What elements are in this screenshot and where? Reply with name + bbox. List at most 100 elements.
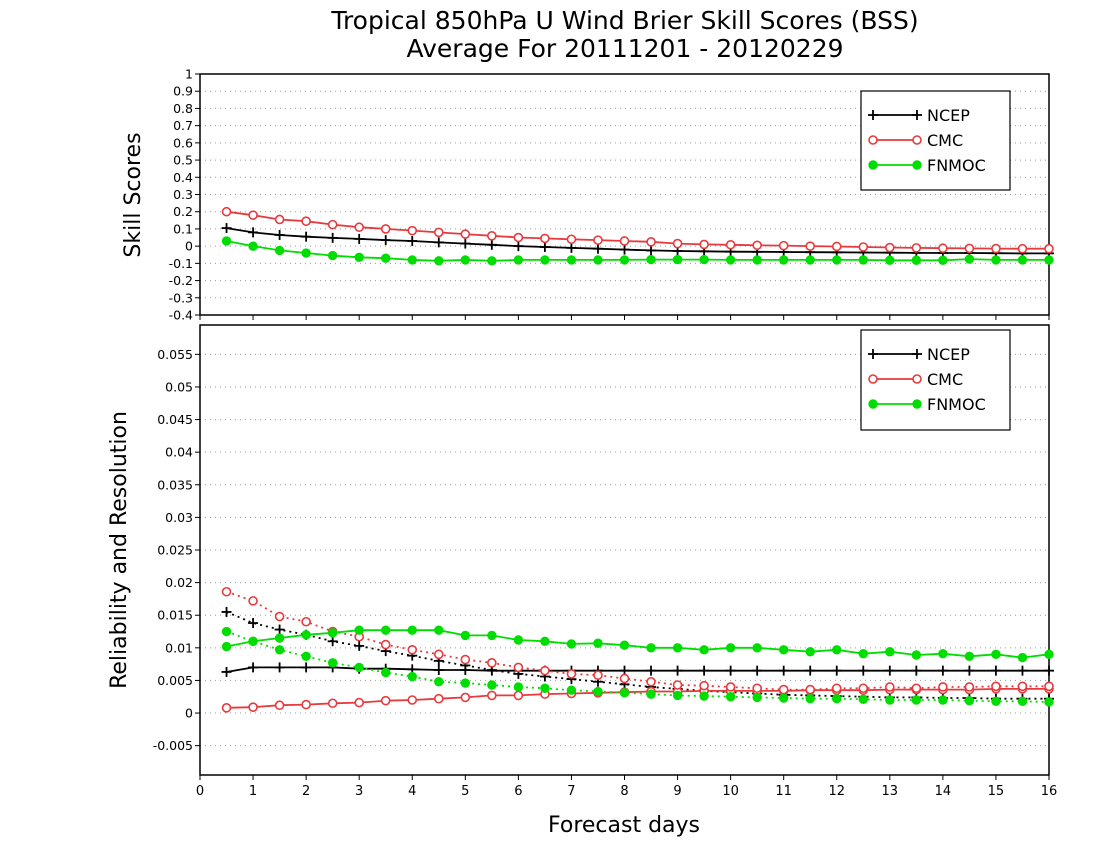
top-point-cmc <box>752 240 762 251</box>
bottom-point-ncep-resolution <box>911 665 922 676</box>
top-point-fnmoc <box>354 252 364 263</box>
bottom-y-tick-label: 0.02 <box>165 575 193 590</box>
top-point-ncep <box>619 244 630 255</box>
bottom-point-cmc-resolution <box>274 700 285 711</box>
bottom-point-fnmoc-reliability <box>1044 697 1054 707</box>
top-y-tick-label: 0.7 <box>173 118 193 133</box>
top-point-fnmoc <box>301 248 311 258</box>
top-point-fnmoc <box>964 254 975 264</box>
bottom-point-fnmoc-resolution <box>858 648 868 659</box>
bottom-series-fnmoc-reliability <box>221 626 1054 707</box>
top-point-ncep <box>592 243 603 254</box>
bottom-point-fnmoc-resolution <box>832 645 842 655</box>
x-tick-label: 16 <box>1041 784 1058 799</box>
bottom-legend-label: NCEP <box>927 345 970 364</box>
top-point-fnmoc <box>274 245 285 256</box>
x-tick-label: 3 <box>355 784 363 799</box>
top-point-fnmoc <box>672 254 683 265</box>
x-tick-label: 13 <box>882 784 899 799</box>
bottom-y-tick-label: 0.025 <box>157 543 193 558</box>
bottom-point-fnmoc-resolution <box>752 643 762 653</box>
top-y-tick-label: 0.9 <box>173 84 193 99</box>
bottom-point-cmc-resolution <box>487 690 497 701</box>
bottom-series-cmc-reliability <box>221 586 1054 695</box>
bottom-point-fnmoc-resolution <box>805 647 815 657</box>
top-point-fnmoc <box>619 255 630 265</box>
bottom-point-fnmoc-reliability <box>699 691 709 701</box>
top-point-cmc <box>991 243 1001 254</box>
top-point-ncep <box>301 231 312 242</box>
top-point-cmc <box>1017 243 1028 254</box>
top-point-cmc <box>858 242 869 252</box>
top-point-cmc <box>885 242 895 253</box>
top-point-fnmoc <box>1017 255 1028 265</box>
bottom-point-fnmoc-resolution <box>221 641 232 652</box>
bottom-point-cmc-reliability <box>831 683 842 694</box>
bottom-legend-entry-fnmoc: FNMOC <box>868 395 986 414</box>
top-y-tick-label: -0.2 <box>169 273 193 288</box>
top-legend-marker-left <box>868 160 878 170</box>
bottom-point-fnmoc-resolution <box>1017 652 1028 663</box>
bottom-point-ncep-resolution <box>1017 665 1028 676</box>
bottom-point-ncep-resolution <box>433 665 444 675</box>
bottom-point-fnmoc-reliability <box>778 693 789 703</box>
top-point-cmc <box>274 214 285 225</box>
bottom-point-fnmoc-reliability <box>672 690 683 701</box>
bottom-y-tick-label: 0.035 <box>157 477 193 492</box>
bottom-point-fnmoc-resolution <box>407 625 417 635</box>
bottom-point-fnmoc-resolution <box>699 645 709 655</box>
bottom-y-tick-label: 0.03 <box>165 510 193 525</box>
bottom-point-fnmoc-resolution <box>938 648 948 659</box>
top-point-fnmoc <box>646 254 656 265</box>
bottom-point-cmc-reliability <box>938 682 948 692</box>
top-point-cmc <box>646 237 656 247</box>
bottom-point-fnmoc-resolution <box>911 650 922 660</box>
bottom-legend-marker-left <box>868 349 878 359</box>
top-point-cmc <box>911 243 922 253</box>
bottom-point-cmc-reliability <box>699 680 709 691</box>
top-point-ncep <box>460 238 471 249</box>
bottom-point-fnmoc-reliability <box>964 695 975 706</box>
bottom-point-fnmoc-resolution <box>778 645 789 655</box>
bottom-point-fnmoc-resolution <box>540 636 550 647</box>
bottom-y-tick-label: 0.015 <box>157 608 193 623</box>
top-y-tick-label: 1 <box>185 67 193 82</box>
top-legend-label: CMC <box>927 131 963 150</box>
bottom-point-cmc-resolution <box>380 695 391 706</box>
bottom-panel-y-axis-title: Reliability and Resolution <box>107 411 132 689</box>
top-point-cmc <box>566 234 577 245</box>
bottom-point-fnmoc-resolution <box>991 649 1001 660</box>
bottom-point-fnmoc-resolution <box>434 625 444 635</box>
top-y-tick-label: 0 <box>185 239 193 254</box>
top-y-tick-label: 0.5 <box>173 153 193 168</box>
top-point-fnmoc <box>991 255 1001 265</box>
bottom-point-fnmoc-resolution <box>274 633 285 643</box>
bottom-point-cmc-reliability <box>911 683 922 694</box>
bottom-legend-marker-right <box>912 349 922 359</box>
bottom-y-tick-label: 0.005 <box>157 673 193 688</box>
bottom-point-fnmoc-reliability <box>885 695 895 705</box>
bottom-point-fnmoc-resolution <box>381 625 391 635</box>
top-point-fnmoc <box>434 256 444 266</box>
top-y-tick-label: 0.3 <box>173 187 193 202</box>
bottom-point-fnmoc-reliability <box>566 685 577 695</box>
top-point-fnmoc <box>487 256 497 266</box>
top-point-cmc <box>487 231 497 241</box>
bottom-point-fnmoc-reliability <box>221 626 232 637</box>
bottom-point-fnmoc-resolution <box>619 640 630 650</box>
bottom-point-fnmoc-reliability <box>991 696 1001 707</box>
top-point-cmc <box>672 238 683 249</box>
top-y-tick-label: 0.8 <box>173 101 193 116</box>
top-point-ncep <box>513 241 524 252</box>
top-point-fnmoc <box>513 255 524 265</box>
bottom-point-cmc-reliability <box>566 669 577 679</box>
bottom-point-ncep-reliability <box>248 618 259 629</box>
bottom-point-fnmoc-reliability <box>911 695 922 705</box>
bottom-point-cmc-reliability <box>619 673 630 684</box>
top-y-tick-label: -0.4 <box>169 308 193 323</box>
bottom-point-fnmoc-reliability <box>646 689 656 699</box>
bottom-series-ncep-resolution <box>221 662 1054 677</box>
top-series-fnmoc <box>221 236 1054 266</box>
bottom-point-ncep-resolution <box>990 665 1001 676</box>
top-point-ncep <box>221 223 232 234</box>
